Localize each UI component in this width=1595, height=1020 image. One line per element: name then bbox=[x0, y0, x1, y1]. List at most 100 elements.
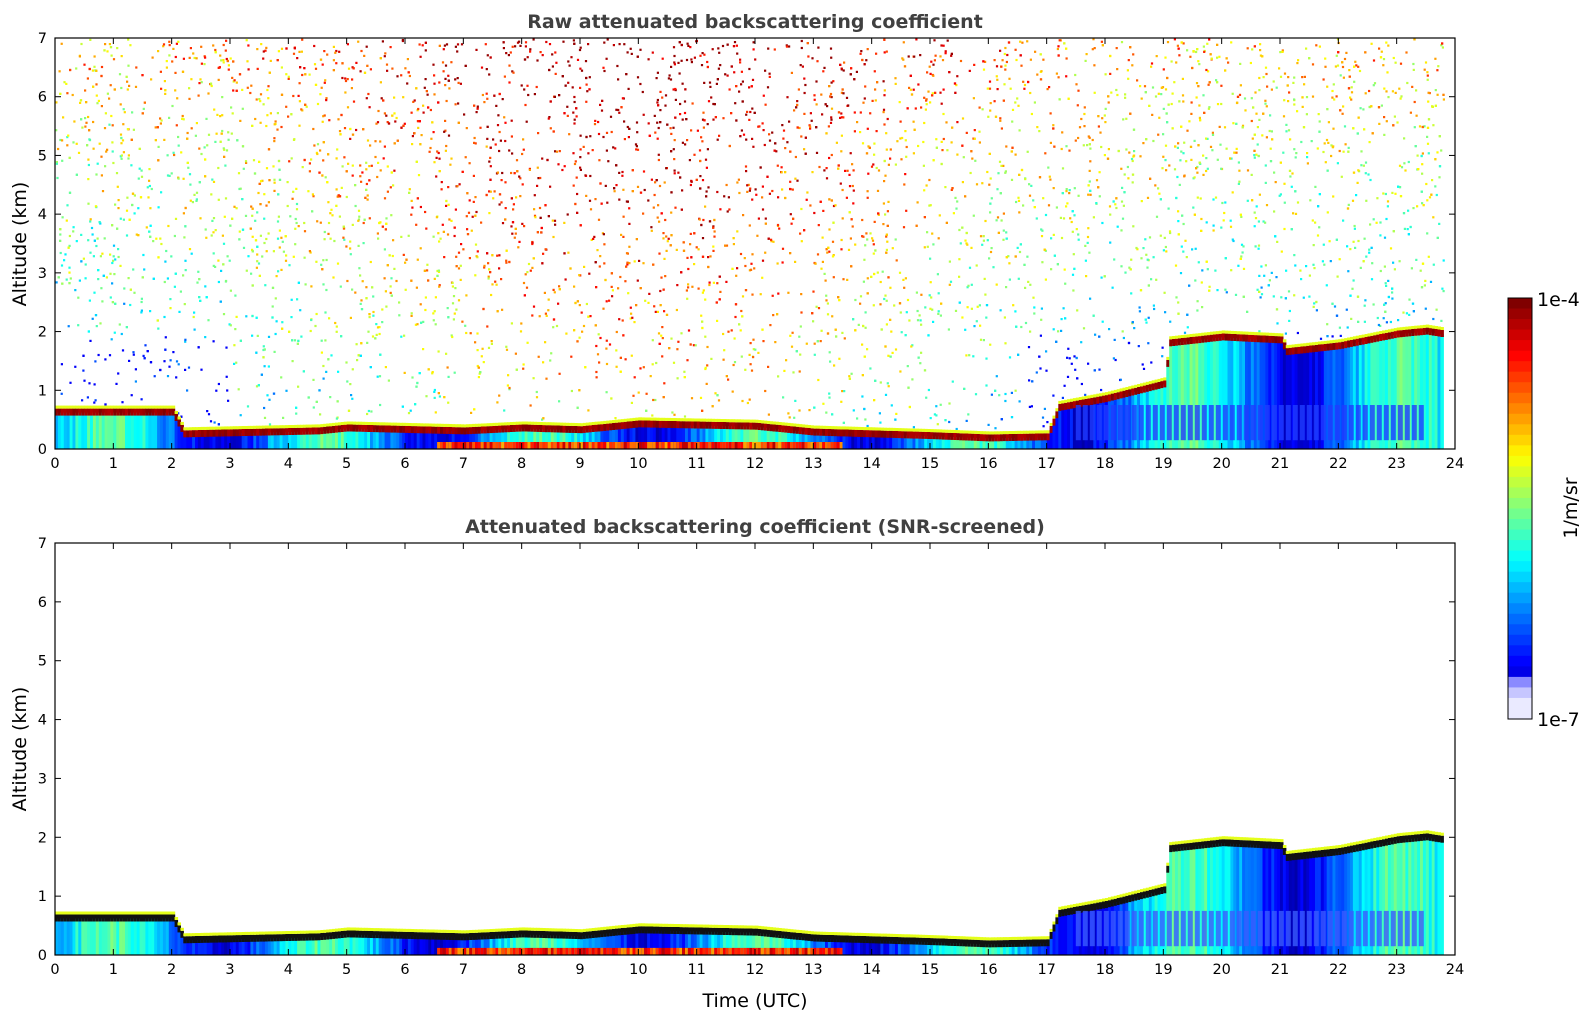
noise-pixel bbox=[1010, 416, 1014, 419]
noise-pixel bbox=[1315, 309, 1318, 312]
noise-pixel bbox=[929, 72, 932, 75]
noise-pixel bbox=[1350, 317, 1353, 320]
noise-pixel bbox=[786, 96, 789, 99]
noise-pixel bbox=[142, 253, 145, 257]
noise-pixel bbox=[746, 190, 749, 193]
noise-pixel bbox=[303, 221, 306, 225]
noise-pixel bbox=[1026, 40, 1029, 43]
noise-pixel bbox=[1126, 165, 1129, 169]
noise-pixel bbox=[498, 254, 501, 257]
noise-pixel bbox=[822, 209, 825, 212]
noise-pixel bbox=[496, 310, 499, 313]
noise-pixel bbox=[923, 216, 926, 219]
noise-pixel bbox=[654, 398, 657, 402]
noise-pixel bbox=[215, 132, 218, 135]
noise-pixel bbox=[1186, 49, 1189, 52]
noise-pixel bbox=[972, 355, 975, 358]
noise-pixel bbox=[763, 143, 766, 147]
noise-pixel bbox=[1161, 346, 1164, 349]
noise-pixel bbox=[410, 314, 413, 317]
noise-pixel bbox=[902, 58, 905, 61]
noise-pixel bbox=[1086, 241, 1089, 244]
noise-pixel bbox=[1008, 356, 1012, 359]
noise-pixel bbox=[1237, 161, 1240, 164]
noise-pixel bbox=[349, 137, 352, 140]
noise-pixel bbox=[1189, 55, 1192, 58]
noise-pixel bbox=[245, 161, 248, 164]
noise-pixel bbox=[61, 139, 64, 142]
noise-pixel bbox=[1402, 311, 1405, 314]
noise-pixel bbox=[1091, 138, 1094, 142]
noise-pixel bbox=[782, 129, 786, 132]
noise-pixel bbox=[189, 47, 192, 50]
noise-pixel bbox=[1186, 313, 1189, 316]
noise-pixel bbox=[477, 366, 480, 369]
noise-pixel bbox=[389, 291, 392, 294]
noise-pixel bbox=[1023, 263, 1026, 266]
noise-pixel bbox=[205, 117, 208, 120]
noise-pixel bbox=[825, 248, 828, 251]
noise-pixel bbox=[63, 81, 66, 84]
noise-pixel bbox=[602, 233, 605, 236]
layer-top-halo bbox=[72, 405, 76, 409]
noise-pixel bbox=[416, 109, 419, 112]
noise-pixel bbox=[1078, 126, 1082, 129]
noise-pixel bbox=[335, 330, 338, 333]
noise-pixel bbox=[349, 383, 352, 386]
noise-pixel bbox=[1200, 229, 1203, 232]
noise-pixel bbox=[1365, 199, 1368, 202]
noise-pixel bbox=[574, 301, 577, 305]
noise-pixel bbox=[753, 267, 756, 270]
noise-pixel bbox=[73, 120, 76, 123]
noise-pixel bbox=[445, 352, 448, 355]
noise-pixel bbox=[716, 190, 719, 194]
noise-pixel bbox=[1193, 176, 1196, 179]
layer-column bbox=[87, 412, 91, 449]
noise-pixel bbox=[1004, 342, 1007, 345]
noise-pixel bbox=[95, 83, 98, 86]
noise-pixel bbox=[515, 196, 518, 199]
noise-pixel bbox=[1347, 146, 1350, 149]
noise-pixel bbox=[1077, 238, 1080, 241]
noise-pixel bbox=[770, 238, 773, 241]
noise-pixel bbox=[1438, 222, 1441, 225]
noise-pixel bbox=[597, 333, 600, 336]
noise-pixel bbox=[228, 259, 231, 262]
noise-pixel bbox=[382, 99, 385, 102]
noise-pixel bbox=[89, 218, 92, 221]
noise-pixel bbox=[575, 176, 578, 179]
noise-pixel bbox=[1225, 291, 1228, 294]
noise-pixel bbox=[258, 274, 261, 277]
noise-pixel bbox=[1055, 206, 1058, 209]
noise-pixel bbox=[1047, 166, 1050, 169]
noise-pixel bbox=[426, 93, 429, 96]
noise-pixel bbox=[634, 143, 638, 146]
noise-pixel bbox=[422, 104, 425, 107]
noise-pixel bbox=[558, 94, 561, 97]
noise-pixel bbox=[956, 153, 959, 156]
noise-pixel bbox=[463, 113, 466, 116]
noise-pixel bbox=[970, 150, 973, 153]
noise-pixel bbox=[706, 345, 709, 349]
noise-pixel bbox=[135, 233, 138, 236]
noise-pixel bbox=[642, 170, 646, 173]
noise-pixel bbox=[741, 315, 744, 318]
noise-pixel bbox=[706, 60, 709, 64]
noise-pixel bbox=[857, 323, 860, 326]
noise-pixel bbox=[1129, 112, 1132, 115]
noise-pixel bbox=[431, 121, 434, 124]
noise-pixel bbox=[126, 128, 129, 131]
noise-pixel bbox=[1086, 144, 1089, 147]
noise-pixel bbox=[539, 176, 542, 180]
noise-pixel bbox=[956, 121, 959, 124]
noise-pixel bbox=[549, 127, 552, 130]
noise-pixel bbox=[884, 393, 888, 396]
noise-pixel bbox=[206, 144, 209, 147]
noise-pixel bbox=[97, 353, 100, 357]
noise-pixel bbox=[768, 133, 771, 136]
noise-pixel bbox=[609, 115, 613, 118]
noise-pixel bbox=[393, 142, 396, 145]
noise-pixel bbox=[506, 384, 509, 387]
noise-pixel bbox=[464, 156, 467, 159]
noise-pixel bbox=[1044, 213, 1048, 217]
